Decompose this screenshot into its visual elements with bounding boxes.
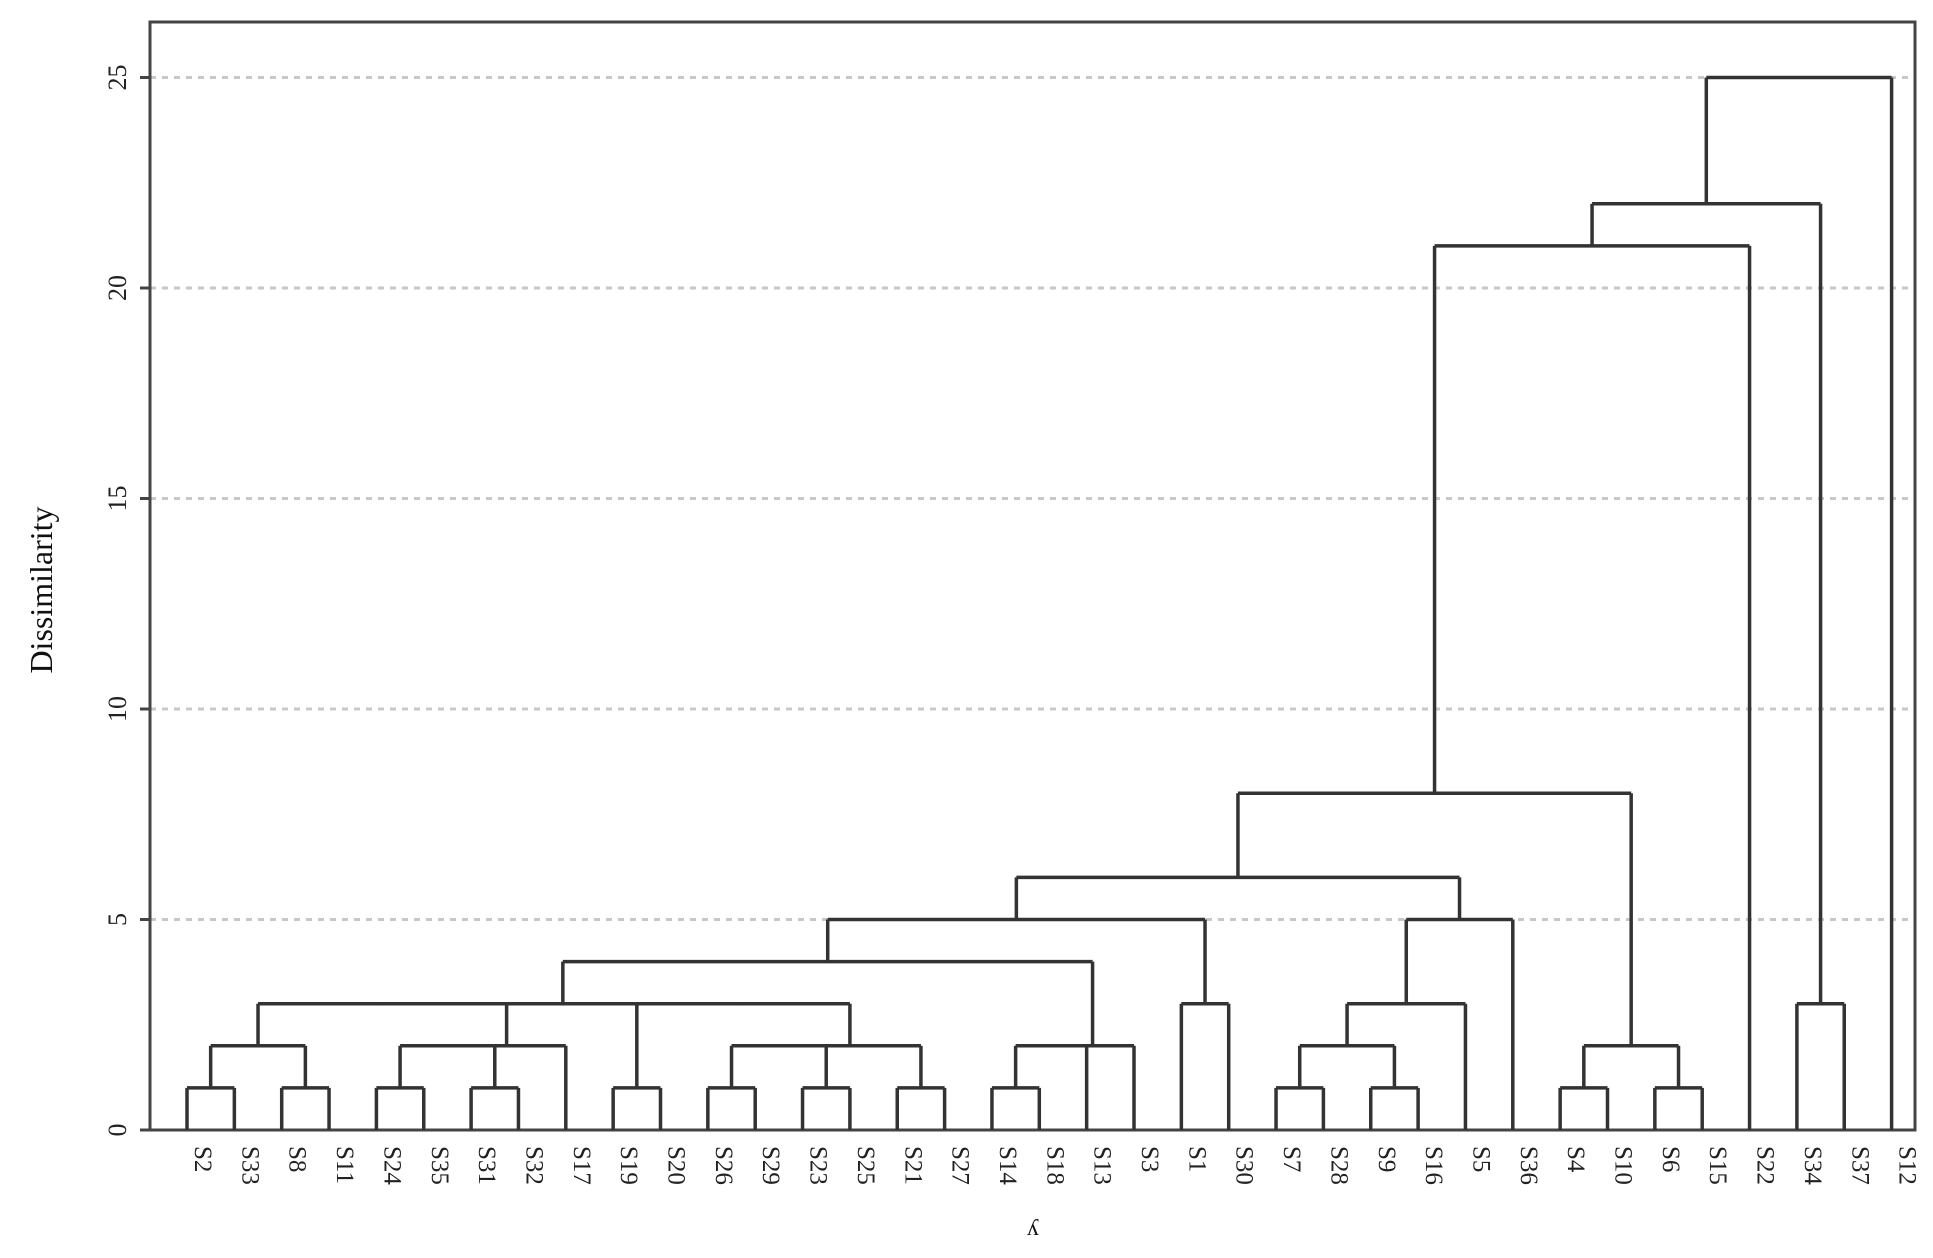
leaf-label: S6 <box>1657 1146 1684 1172</box>
leaf-label: S16 <box>1420 1146 1447 1185</box>
leaf-label: S17 <box>568 1146 595 1185</box>
y-tick-label: 0 <box>103 1124 132 1137</box>
leaf-label: S28 <box>1325 1146 1352 1185</box>
y-tick-label: 10 <box>103 696 132 722</box>
leaf-label: S23 <box>805 1146 832 1185</box>
leaf-label: S5 <box>1467 1146 1494 1172</box>
leaf-label: S27 <box>947 1146 974 1185</box>
leaf-label: S33 <box>236 1146 263 1185</box>
leaf-label: S15 <box>1704 1146 1731 1185</box>
leaf-label: S13 <box>1089 1146 1116 1185</box>
y-tick-label: 25 <box>103 65 132 91</box>
dendrogram-links <box>185 75 1894 1130</box>
leaf-label: S12 <box>1894 1146 1921 1185</box>
y-tick-label: 5 <box>103 913 132 926</box>
leaf-label: S31 <box>473 1146 500 1185</box>
leaf-label: S9 <box>1373 1146 1400 1172</box>
leaf-label: S8 <box>284 1146 311 1172</box>
x-axis-title: y <box>1027 1218 1039 1244</box>
leaf-label: S30 <box>1231 1146 1258 1185</box>
leaf-label: S22 <box>1752 1146 1779 1185</box>
leaf-label: S20 <box>663 1146 690 1185</box>
y-tick-label: 20 <box>103 275 132 301</box>
leaf-label: S18 <box>1041 1146 1068 1185</box>
leaf-label: S19 <box>615 1146 642 1185</box>
leaf-label: S10 <box>1610 1146 1637 1185</box>
leaf-label: S29 <box>757 1146 784 1185</box>
leaf-labels: S2 S33 S8 S11 S24 S35 S31 S32 S17 S19 S20 S26 S29 S23… <box>189 1146 1921 1185</box>
leaf-label: S34 <box>1799 1146 1826 1185</box>
leaf-label: S4 <box>1562 1146 1589 1173</box>
leaf-label: S26 <box>710 1146 737 1185</box>
leaf-label: S7 <box>1278 1146 1305 1172</box>
y-tick-label: 15 <box>103 486 132 512</box>
y-axis-ticks: 0 5 10 15 20 25 <box>103 65 150 1137</box>
leaf-label: S25 <box>852 1146 879 1185</box>
leaf-label: S36 <box>1515 1146 1542 1185</box>
leaf-label: S2 <box>189 1146 216 1172</box>
leaf-label: S32 <box>520 1146 547 1185</box>
leaf-label: S3 <box>1136 1146 1163 1172</box>
leaf-label: S37 <box>1846 1146 1873 1185</box>
plot-frame <box>148 20 1917 1132</box>
leaf-label: S1 <box>1183 1146 1210 1172</box>
leaf-label: S14 <box>994 1146 1021 1185</box>
leaf-label: S11 <box>331 1146 358 1184</box>
leaf-label: S24 <box>378 1146 405 1185</box>
leaf-label: S21 <box>899 1146 926 1185</box>
leaf-label: S35 <box>426 1146 453 1185</box>
y-axis-title: Dissimilarity <box>23 506 59 673</box>
